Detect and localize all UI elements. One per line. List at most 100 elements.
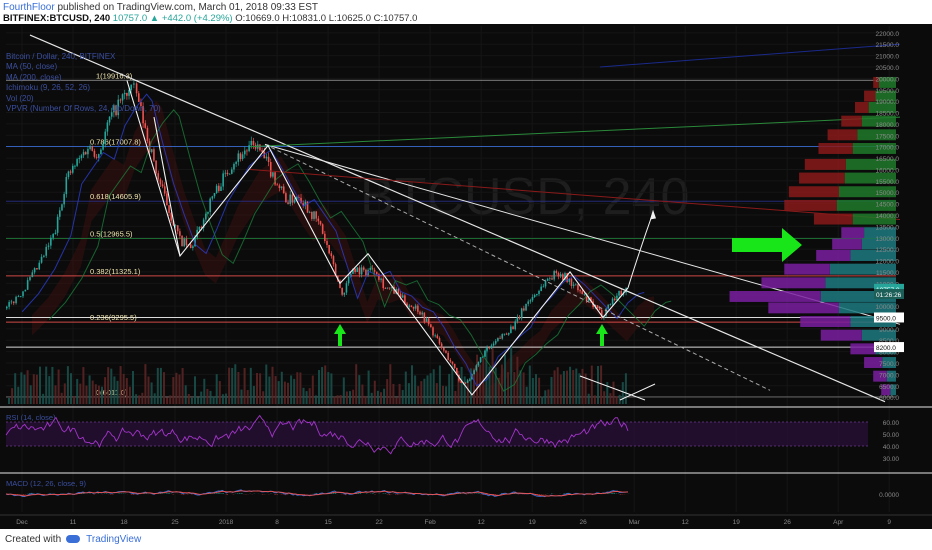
candle-body <box>518 316 521 319</box>
candle-body <box>423 312 426 322</box>
volume-bar <box>476 354 479 404</box>
candle-body <box>65 176 68 195</box>
volume-bar <box>321 367 324 404</box>
macd-histogram-bar <box>216 493 218 494</box>
candle-body <box>375 271 378 275</box>
time-tick-label: 11 <box>70 519 77 526</box>
volume-bar <box>249 367 252 404</box>
candle-body <box>332 256 335 265</box>
trendline-green <box>249 116 901 148</box>
candle-body <box>590 297 592 302</box>
time-axis: Dec 11 18 25 2018 8 15 22 Feb 12 19 26 Mar 12 19 26 Apr 9 <box>0 514 932 526</box>
volume-bar <box>156 367 159 404</box>
author-link[interactable]: FourthFloor <box>3 2 55 13</box>
price-tick-label: 16500.0 <box>876 156 900 163</box>
vp-row-up <box>839 302 896 314</box>
candle-body <box>123 92 126 95</box>
price-tick-label: 6500.0 <box>879 384 899 391</box>
candle-body <box>466 380 469 383</box>
candle-body <box>453 363 456 368</box>
candle-body <box>110 112 113 117</box>
volume-bar <box>262 391 265 404</box>
macd-histogram-bar <box>394 494 397 495</box>
volume-bar <box>153 393 156 404</box>
candle-body <box>17 296 20 298</box>
volume-bar <box>215 374 218 404</box>
candle-body <box>163 186 166 194</box>
candle-body <box>228 173 231 175</box>
macd-histogram-bar <box>82 493 85 494</box>
candle-body <box>306 201 309 213</box>
candle-body <box>300 197 302 204</box>
candle-body <box>570 278 573 286</box>
macd-histogram-bar <box>182 494 185 496</box>
chart-area[interactable]: BTCUSD, 240 1(19916.3) 0.786(17007.8) 0.618… <box>0 24 932 529</box>
candle-body <box>505 333 508 335</box>
price-tick-label: 20500.0 <box>876 65 900 72</box>
time-tick-label: 25 <box>171 519 179 526</box>
volume-bar <box>122 373 125 404</box>
macd-histogram-bar <box>444 494 447 495</box>
volume-bar <box>11 388 14 404</box>
candle-body <box>531 296 534 301</box>
candle-body <box>259 144 261 151</box>
candle-body <box>269 162 272 177</box>
candle-body <box>527 301 529 304</box>
volume-bar <box>451 365 454 404</box>
volume-bar <box>426 375 429 404</box>
volume-bar <box>581 368 584 404</box>
macd-histogram-bar <box>97 493 100 494</box>
time-tick-label: 9 <box>887 519 891 526</box>
candle-body <box>497 337 499 341</box>
candle-body <box>126 92 128 96</box>
candle-body <box>503 333 506 335</box>
volume-bar <box>20 372 23 404</box>
vp-row-up <box>852 142 896 154</box>
volume-bar <box>584 373 587 404</box>
volume-bar <box>119 366 122 404</box>
candle-body <box>401 295 404 298</box>
vp-row-down <box>761 277 826 289</box>
chart-canvas[interactable]: BTCUSD, 240 1(19916.3) 0.786(17007.8) 0.618… <box>0 24 932 529</box>
volume-bar <box>51 366 54 404</box>
candle-body <box>369 267 372 270</box>
vp-row-up <box>861 115 896 127</box>
candle-body <box>267 156 270 163</box>
candle-body <box>538 290 540 294</box>
legend-item-ma50[interactable]: MA (50, close) <box>6 62 58 72</box>
volume-bar <box>383 388 386 404</box>
legend-item-ichimoku[interactable]: Ichimoku (9, 26, 52, 26) <box>6 83 91 93</box>
legend-item-symbol[interactable]: Bitcoin / Dollar, 240, BITFINEX <box>6 52 116 61</box>
candle-body <box>265 156 268 159</box>
candle-body <box>22 291 24 297</box>
volume-bar <box>376 390 379 404</box>
volume-bar <box>624 373 627 404</box>
vp-row-down <box>729 290 821 302</box>
rsi-title: RSI (14, close) <box>6 413 56 422</box>
candle-body <box>67 171 70 177</box>
legend-item-volume[interactable]: Vol (20) <box>6 93 34 103</box>
tradingview-brand[interactable]: TradingView <box>86 534 142 545</box>
candle-body <box>76 159 78 166</box>
candle-body <box>529 300 532 302</box>
volume-bar <box>389 364 392 404</box>
right-arrow-icon <box>732 228 802 262</box>
legend-item-ma200[interactable]: MA (200, close) <box>6 72 62 82</box>
candle-body <box>549 278 551 280</box>
legend-item-vpvr[interactable]: VPVR (Number Of Rows, 24, Up/Down, 70) <box>6 104 161 114</box>
price-tick-label: 18000.0 <box>876 122 900 129</box>
candle-body <box>347 276 350 284</box>
candle-body <box>89 146 91 149</box>
candle-body <box>358 267 361 275</box>
candle-body <box>525 303 527 311</box>
candle-body <box>157 173 160 180</box>
price-tick-label: 19000.0 <box>876 99 900 106</box>
volume-bar <box>361 384 364 404</box>
vp-row-up <box>845 158 896 170</box>
volume-bar <box>538 377 541 404</box>
macd-histogram-bar <box>365 493 368 494</box>
candle-body <box>237 153 240 162</box>
candle-body <box>189 244 192 248</box>
candle-body <box>330 253 333 257</box>
volume-bar <box>60 392 63 404</box>
